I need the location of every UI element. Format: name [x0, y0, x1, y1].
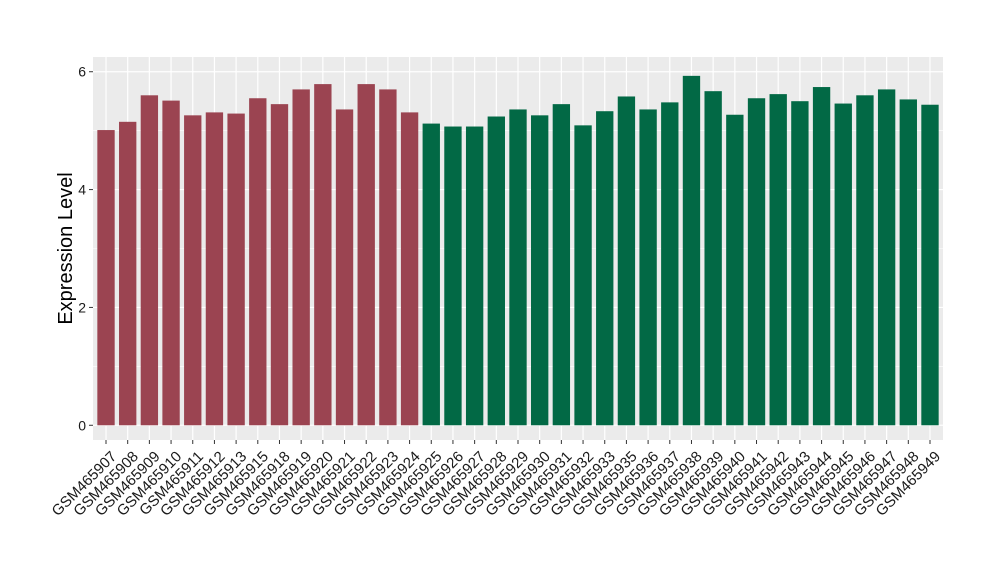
y-axis-title: Expression Level	[55, 172, 77, 324]
bar-GSM465912	[205, 112, 224, 426]
bar-GSM465938	[682, 75, 701, 426]
bar-GSM465924	[400, 112, 419, 426]
bar-GSM465915	[249, 98, 267, 426]
bar-GSM465939	[704, 91, 722, 426]
bar-GSM465922	[357, 84, 375, 426]
bar-GSM465923	[379, 89, 397, 426]
bar-GSM465946	[856, 95, 874, 426]
y-tick-label: 4	[78, 182, 86, 198]
bar-GSM465941	[747, 98, 766, 426]
bar-GSM465945	[834, 103, 852, 426]
bar-GSM465948	[899, 99, 917, 426]
bar-GSM465911	[184, 115, 202, 426]
bar-GSM465936	[639, 109, 657, 426]
bar-GSM465932	[574, 125, 592, 426]
bar-GSM465921	[335, 109, 354, 426]
bar-GSM465918	[270, 104, 289, 426]
bar-GSM465920	[314, 84, 332, 426]
bar-GSM465919	[292, 89, 310, 426]
bar-GSM465913	[227, 113, 245, 426]
bar-GSM465931	[552, 104, 571, 426]
bar-GSM465907	[97, 130, 115, 426]
bar-GSM465933	[596, 111, 614, 426]
y-tick-label: 0	[78, 417, 86, 433]
bar-GSM465940	[726, 114, 744, 426]
bar-GSM465925	[422, 123, 440, 426]
bar-GSM465944	[812, 87, 831, 426]
bar-GSM465908	[119, 121, 137, 426]
y-axis: 0 2 4 6	[78, 64, 93, 433]
y-tick-label: 2	[78, 299, 86, 315]
bar-GSM465947	[877, 89, 896, 426]
bar-GSM465935	[617, 96, 636, 426]
bar-GSM465926	[444, 126, 462, 426]
bar-GSM465937	[661, 102, 679, 426]
bar-GSM465927	[465, 126, 484, 426]
bars-group	[97, 75, 939, 426]
bar-GSM465928	[487, 116, 505, 426]
bar-GSM465942	[769, 94, 787, 426]
bar-GSM465929	[509, 109, 527, 426]
y-tick-label: 6	[78, 64, 86, 80]
bar-GSM465943	[791, 101, 809, 426]
x-axis: GSM465907GSM465908GSM465909GSM465910GSM4…	[49, 440, 944, 520]
bar-GSM465910	[162, 100, 180, 426]
bar-GSM465930	[531, 115, 549, 426]
bar-GSM465949	[921, 104, 939, 426]
bar-GSM465909	[140, 95, 159, 426]
